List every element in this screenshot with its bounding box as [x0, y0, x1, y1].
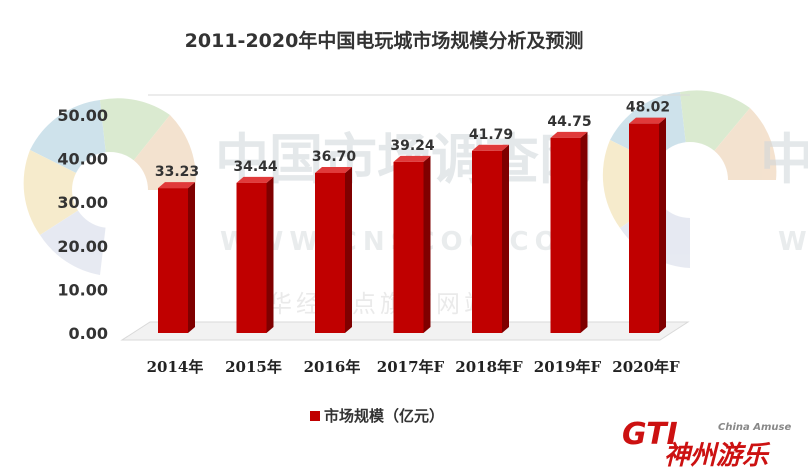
watermark-wheel-left — [23, 98, 196, 275]
bar-side — [188, 182, 195, 333]
y-tick-label: 0.00 — [69, 324, 108, 343]
data-label: 44.75 — [547, 114, 591, 130]
bar — [472, 144, 509, 333]
logo-en: China Amuse — [718, 422, 791, 433]
y-tick-label: 40.00 — [57, 150, 108, 169]
bar-side — [580, 131, 588, 333]
bar-side — [266, 176, 274, 333]
x-tick-label: 2020年F — [612, 358, 680, 376]
data-label: 34.44 — [233, 159, 278, 175]
data-label: 41.79 — [469, 127, 513, 143]
bar-top — [393, 155, 431, 162]
bars — [158, 117, 666, 333]
y-tick-label: 30.00 — [57, 193, 108, 212]
bar-front — [158, 188, 188, 333]
bar-side — [345, 166, 352, 333]
data-labels: 33.23 34.44 36.70 39.24 41.79 44.75 48.02 — [155, 100, 670, 180]
bar-top — [236, 176, 274, 183]
bar — [236, 176, 274, 333]
legend-label: 市场规模（亿元） — [324, 407, 444, 425]
x-tick-label: 2015年 — [225, 358, 282, 376]
bar-top — [472, 144, 509, 151]
legend: 市场规模（亿元） — [310, 407, 444, 425]
data-label: 48.02 — [626, 100, 670, 116]
bar-front — [236, 182, 267, 333]
chart-title: 2011-2020年中国电玩城市场规模分析及预测 — [185, 29, 584, 52]
bar — [550, 131, 588, 333]
bar-front — [550, 137, 581, 333]
bar-top — [629, 117, 666, 124]
bar-top — [550, 131, 588, 138]
gti-logo: GTI China Amuse 神州游乐 — [622, 417, 791, 469]
watermark-right-url-fragment: W — [778, 227, 808, 257]
bar-front — [315, 172, 345, 333]
bar-side — [423, 155, 431, 333]
y-tick-label: 50.00 — [57, 106, 108, 125]
logo-cn: 神州游乐 — [664, 441, 771, 469]
bar — [315, 166, 352, 333]
watermark-right-fragment: 中 — [760, 128, 808, 191]
x-tick-label: 2019年F — [534, 358, 602, 376]
bar-side — [502, 144, 509, 333]
bar-top — [158, 182, 195, 189]
x-axis-ticks: 2014年 2015年 2016年 2017年F 2018年F 2019年F 2020年F — [147, 358, 680, 376]
bar — [158, 182, 195, 333]
data-label: 39.24 — [390, 138, 435, 154]
bar — [393, 155, 431, 333]
data-label: 36.70 — [312, 149, 357, 165]
bar-front — [393, 161, 424, 333]
bar-top — [315, 166, 352, 173]
bar-side — [659, 117, 666, 333]
bar-front — [472, 150, 502, 333]
x-tick-label: 2016年 — [304, 358, 361, 376]
y-tick-label: 20.00 — [57, 237, 108, 256]
logo-letters: GTI — [622, 417, 678, 452]
bar — [629, 117, 666, 333]
x-tick-label: 2018年F — [455, 358, 523, 376]
y-tick-label: 10.00 — [57, 280, 108, 299]
x-tick-label: 2014年 — [147, 358, 204, 376]
y-axis-ticks: 0.00 10.00 20.00 30.00 40.00 50.00 — [57, 106, 108, 343]
watermark-wheel-right — [602, 90, 777, 268]
bar-front — [629, 123, 659, 333]
watermark-sub: 华经视点旗下网站 — [268, 290, 492, 318]
legend-swatch — [310, 411, 320, 421]
x-tick-label: 2017年F — [377, 358, 445, 376]
data-label: 33.23 — [155, 164, 199, 180]
